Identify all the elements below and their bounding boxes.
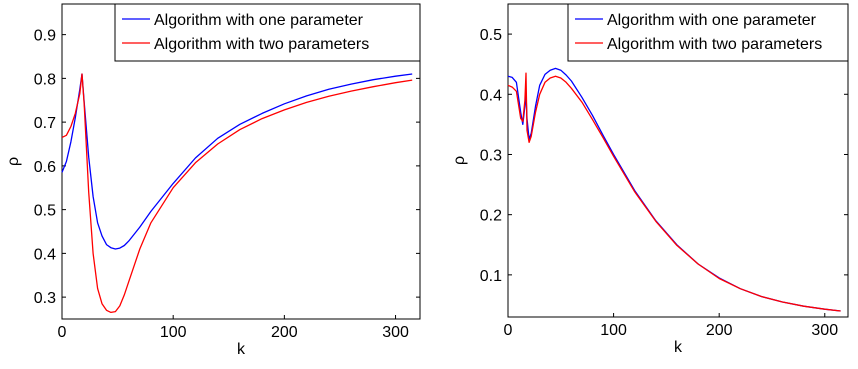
y-tick-label: 0.3	[480, 147, 502, 164]
legend-label: Algorithm with one parameter	[607, 12, 817, 29]
y-tick-label: 0.4	[480, 87, 502, 104]
y-tick-label: 0.4	[34, 246, 56, 263]
series-line-1	[61, 73, 413, 250]
x-tick-label: 300	[811, 322, 838, 339]
y-tick-label: 0.8	[34, 71, 56, 88]
legend-label: Algorithm with two parameters	[154, 36, 369, 53]
y-tick-label: 0.7	[34, 115, 56, 132]
x-axis-label: k	[674, 339, 683, 356]
legend: Algorithm with one parameter Algorithm wi…	[567, 3, 849, 62]
x-axis-label: k	[237, 341, 246, 358]
y-tick-label: 0.5	[480, 27, 502, 44]
y-axis-label: ρ	[5, 157, 22, 166]
legend-label: Algorithm with two parameters	[607, 36, 822, 53]
series-line-2	[61, 73, 413, 314]
legend-label: Algorithm with one parameter	[154, 12, 364, 29]
y-tick-label: 0.6	[34, 159, 56, 176]
legend-box	[114, 3, 421, 62]
legend: Algorithm with one parameter Algorithm wi…	[114, 3, 421, 62]
x-tick-label: 100	[600, 322, 627, 339]
y-axis-label: ρ	[451, 156, 468, 165]
y-tick-label: 0.2	[480, 208, 502, 225]
x-tick-label: 0	[504, 322, 513, 339]
chart-panel-2: 0 100 200 300 0.1 0.2 0.3 0.4 0.5 k ρ Algorithm wit…	[451, 3, 849, 356]
y-tick-label: 0.5	[34, 203, 56, 220]
series-line-1	[507, 67, 841, 312]
x-tick-label: 0	[58, 324, 67, 341]
x-tick-label: 100	[160, 324, 187, 341]
y-tick-label: 0.9	[34, 28, 56, 45]
series-line-2	[507, 72, 841, 312]
legend-box	[567, 3, 849, 62]
y-tick-label: 0.3	[34, 290, 56, 307]
y-tick-label: 0.1	[480, 268, 502, 285]
chart-panel-1: 0 100 200 300 0.3 0.4 0.5 0.6 0.7 0.8 0.9 k ρ Algorit…	[5, 3, 421, 358]
x-tick-label: 200	[271, 324, 298, 341]
x-tick-label: 200	[706, 322, 733, 339]
x-tick-label: 300	[382, 324, 409, 341]
